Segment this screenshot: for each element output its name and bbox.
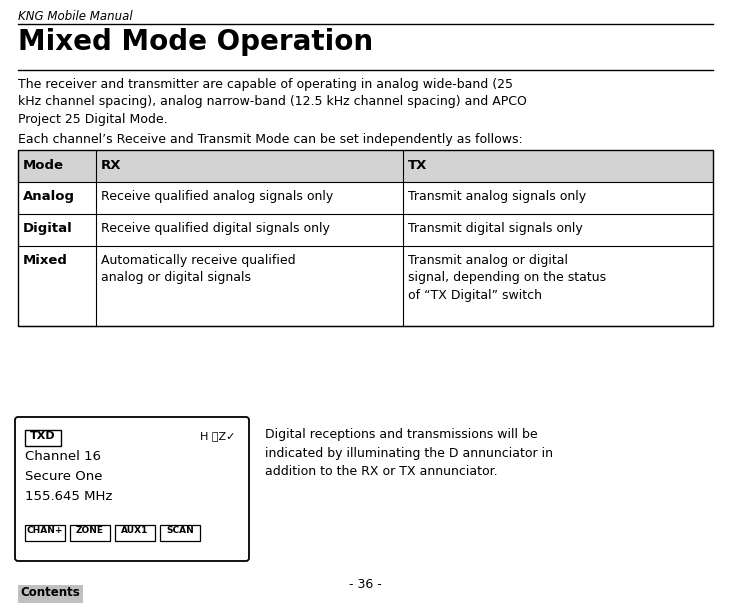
Bar <box>18 150 713 326</box>
Text: KNG Mobile Manual: KNG Mobile Manual <box>18 10 132 23</box>
Text: RX: RX <box>101 159 121 172</box>
Text: Transmit analog signals only: Transmit analog signals only <box>408 190 586 203</box>
Bar <box>18 150 713 182</box>
Bar <box>18 214 713 246</box>
Text: Mixed Mode Operation: Mixed Mode Operation <box>18 28 373 56</box>
FancyBboxPatch shape <box>15 417 249 561</box>
Text: Receive qualified digital signals only: Receive qualified digital signals only <box>101 222 330 235</box>
Bar <box>115 525 155 541</box>
Text: ZONE: ZONE <box>76 526 104 535</box>
Text: Automatically receive qualified
analog or digital signals: Automatically receive qualified analog o… <box>101 254 295 285</box>
Text: Analog: Analog <box>23 190 75 203</box>
Text: 155.645 MHz: 155.645 MHz <box>25 490 113 503</box>
Text: Transmit analog or digital
signal, depending on the status
of “TX Digital” switc: Transmit analog or digital signal, depen… <box>408 254 606 302</box>
Text: TX: TX <box>408 159 428 172</box>
Bar <box>18 585 83 603</box>
Text: TXD: TXD <box>30 431 56 441</box>
Text: Transmit digital signals only: Transmit digital signals only <box>408 222 583 235</box>
Text: - 36 -: - 36 - <box>349 578 382 591</box>
Text: Digital receptions and transmissions will be
indicated by illuminating the D ann: Digital receptions and transmissions wil… <box>265 428 553 478</box>
Text: Channel 16: Channel 16 <box>25 450 101 463</box>
Bar <box>25 525 65 541</box>
Bar <box>25 430 61 446</box>
Text: Digital: Digital <box>23 222 73 235</box>
Bar <box>18 246 713 326</box>
Text: Secure One: Secure One <box>25 470 102 483</box>
Bar <box>160 525 200 541</box>
Bar <box>18 182 713 214</box>
Text: CHAN+: CHAN+ <box>27 526 64 535</box>
Text: The receiver and transmitter are capable of operating in analog wide-band (25
kH: The receiver and transmitter are capable… <box>18 78 527 126</box>
Text: Mode: Mode <box>23 159 64 172</box>
Text: Contents: Contents <box>20 586 80 599</box>
Text: Each channel’s Receive and Transmit Mode can be set independently as follows:: Each channel’s Receive and Transmit Mode… <box>18 133 523 146</box>
Text: H ᶖZ✓: H ᶖZ✓ <box>200 431 236 441</box>
Bar <box>70 525 110 541</box>
Text: AUX1: AUX1 <box>121 526 148 535</box>
Text: Receive qualified analog signals only: Receive qualified analog signals only <box>101 190 333 203</box>
Text: Mixed: Mixed <box>23 254 68 267</box>
Text: SCAN: SCAN <box>166 526 194 535</box>
